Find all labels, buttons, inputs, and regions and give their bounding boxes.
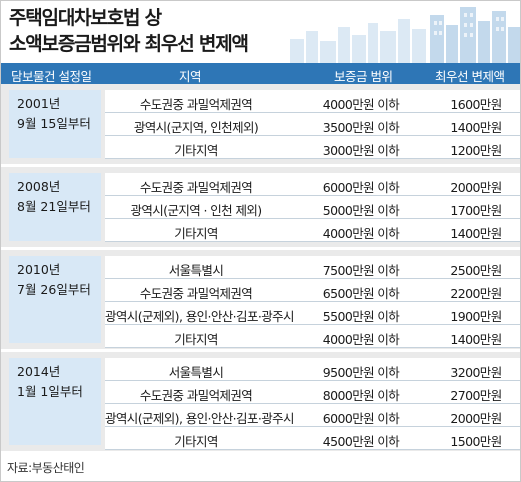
priority-cell: 2000만원 — [450, 411, 502, 426]
deposit-cell: 3500만원 이하 — [322, 120, 400, 135]
priority-cell: 1400만원 — [450, 226, 502, 241]
region-cell: 광역시(군지역 · 인천 제외) — [130, 203, 262, 218]
header-date: 담보물건 설정일 — [11, 69, 92, 84]
deposit-cell: 7500만원 이하 — [322, 263, 400, 278]
table-row: 수도권중 과밀억제권역 8000만원 이하 2700만원 — [105, 381, 520, 404]
priority-cell: 1200만원 — [450, 143, 502, 158]
date-day: 1월 1일부터 — [17, 384, 83, 399]
priority-cell: 2000만원 — [450, 180, 502, 195]
page-title: 주택임대차보호법 상 소액보증금범위와 최우선 변제액 — [9, 5, 249, 57]
table-row: 수도권중 과밀억제권역 6500만원 이하 2200만원 — [105, 279, 520, 302]
table-row: 기타지역 4500만원 이하 1500만원 — [105, 427, 520, 450]
priority-cell: 1400만원 — [450, 332, 502, 347]
region-cell: 광역시(군제외), 용인·안산·김포·광주시 — [105, 411, 295, 426]
title-line-2: 소액보증금범위와 최우선 변제액 — [9, 33, 249, 55]
date-day: 7월 26일부터 — [17, 282, 91, 297]
region-cell: 수도권중 과밀억제권역 — [139, 180, 253, 195]
priority-cell: 1600만원 — [450, 97, 502, 112]
region-cell: 수도권중 과밀억제권역 — [139, 286, 253, 301]
date-cell: 2001년 9월 15일부터 — [9, 90, 101, 158]
table-row: 광역시(군지역, 인천제외) 3500만원 이하 1400만원 — [105, 113, 520, 136]
date-year: 2001년 — [17, 96, 61, 111]
title-line-1: 주택임대차보호법 상 — [9, 7, 162, 29]
table-header-row: 담보물건 설정일 지역 보증금 범위 최우선 변제액 — [1, 63, 520, 84]
source-note: 자료:부동산태인 — [7, 461, 85, 475]
table-row: 기타지역 3000만원 이하 1200만원 — [105, 136, 520, 159]
deposit-cell: 5000만원 이하 — [322, 203, 400, 218]
priority-cell: 2500만원 — [450, 263, 502, 278]
table-row: 수도권중 과밀억제권역 6000만원 이하 2000만원 — [105, 173, 520, 196]
date-day: 9월 15일부터 — [17, 116, 91, 131]
date-year: 2014년 — [17, 364, 61, 379]
priority-cell: 2200만원 — [450, 286, 502, 301]
date-cell: 2008년 8월 21일부터 — [9, 173, 101, 241]
priority-cell: 1900만원 — [450, 309, 502, 324]
region-cell: 광역시(군제외), 용인·안산·김포·광주시 — [105, 309, 295, 324]
table-row: 수도권중 과밀억제권역 4000만원 이하 1600만원 — [105, 90, 520, 113]
region-cell: 광역시(군지역, 인천제외) — [133, 120, 259, 135]
deposit-cell: 6000만원 이하 — [322, 411, 400, 426]
priority-cell: 1400만원 — [450, 120, 502, 135]
table-row: 광역시(군지역 · 인천 제외) 5000만원 이하 1700만원 — [105, 196, 520, 219]
date-group: 2008년 8월 21일부터 수도권중 과밀억제권역 6000만원 이하 2000만원 광… — [1, 167, 520, 247]
priority-cell: 1700만원 — [450, 203, 502, 218]
deposit-cell: 9500만원 이하 — [322, 365, 400, 380]
header-region: 지역 — [179, 69, 202, 84]
priority-cell: 2700만원 — [450, 388, 502, 403]
date-cell: 2014년 1월 1일부터 — [9, 358, 101, 445]
date-day: 8월 21일부터 — [17, 199, 91, 214]
deposit-cell: 3000만원 이하 — [322, 143, 400, 158]
priority-cell: 1500만원 — [450, 434, 502, 449]
region-cell: 기타지역 — [174, 226, 218, 241]
date-group: 2014년 1월 1일부터 서울특별시 9500만원 이하 3200만원 수도권중 과밀억… — [1, 352, 520, 451]
date-year: 2010년 — [17, 262, 61, 277]
deposit-cell: 4000만원 이하 — [322, 97, 400, 112]
region-cell: 수도권중 과밀억제권역 — [139, 97, 253, 112]
deposit-cell: 4000만원 이하 — [322, 332, 400, 347]
table-row: 광역시(군제외), 용인·안산·김포·광주시 6000만원 이하 2000만원 — [105, 404, 520, 427]
deposit-cell: 4500만원 이하 — [322, 434, 400, 449]
header-deposit: 보증금 범위 — [334, 69, 393, 84]
deposit-cell: 5500만원 이하 — [322, 309, 400, 324]
table-row: 광역시(군제외), 용인·안산·김포·광주시 5500만원 이하 1900만원 — [105, 302, 520, 325]
table-row: 기타지역 4000만원 이하 1400만원 — [105, 325, 520, 348]
region-cell: 서울특별시 — [168, 365, 224, 380]
region-cell: 기타지역 — [174, 434, 218, 449]
deposit-cell: 6000만원 이하 — [322, 180, 400, 195]
region-cell: 서울특별시 — [168, 263, 224, 278]
deposit-cell: 8000만원 이하 — [322, 388, 400, 403]
table-row: 서울특별시 9500만원 이하 3200만원 — [105, 358, 520, 381]
deposit-cell: 6500만원 이하 — [322, 286, 400, 301]
region-cell: 수도권중 과밀억제권역 — [139, 388, 253, 403]
table-row: 서울특별시 7500만원 이하 2500만원 — [105, 256, 520, 279]
header-priority: 최우선 변제액 — [435, 69, 505, 84]
priority-cell: 3200만원 — [450, 365, 502, 380]
date-group: 2001년 9월 15일부터 수도권중 과밀억제권역 4000만원 이하 1600만원 광… — [1, 84, 520, 164]
title-area: 주택임대차보호법 상 소액보증금범위와 최우선 변제액 — [1, 1, 520, 63]
deposit-cell: 4000만원 이하 — [322, 226, 400, 241]
date-cell: 2010년 7월 26일부터 — [9, 256, 101, 343]
region-cell: 기타지역 — [174, 143, 218, 158]
city-skyline-illustration — [290, 7, 520, 63]
date-group: 2010년 7월 26일부터 서울특별시 7500만원 이하 2500만원 수도권중 과밀… — [1, 250, 520, 349]
table-row: 기타지역 4000만원 이하 1400만원 — [105, 219, 520, 242]
region-cell: 기타지역 — [174, 332, 218, 347]
date-year: 2008년 — [17, 179, 61, 194]
